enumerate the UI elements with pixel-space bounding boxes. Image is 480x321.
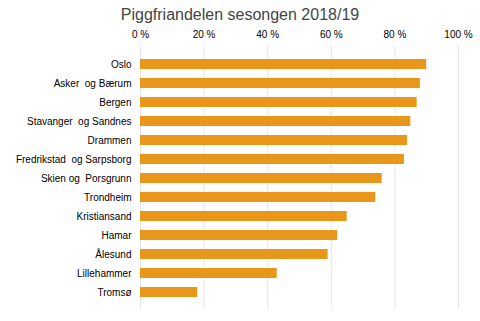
svg-text:Ålesund: Ålesund (95, 248, 131, 260)
svg-text:20 %: 20 % (193, 29, 216, 40)
svg-text:80 %: 80 % (384, 29, 407, 40)
svg-text:Lillehammer: Lillehammer (77, 268, 132, 279)
svg-text:Fredrikstad og Sarpsborg: Fredrikstad og Sarpsborg (16, 154, 132, 165)
svg-text:Kristiansand: Kristiansand (76, 211, 131, 222)
html-text:Piggfriandelen sesongen 2018/1: Piggfriandelen sesongen 2018/19 (120, 6, 360, 23)
svg-text:Bergen: Bergen (99, 97, 131, 108)
svg-text:Oslo: Oslo (111, 59, 132, 70)
svg-text:60 %: 60 % (320, 29, 343, 40)
svg-text:Trondheim: Trondheim (84, 192, 131, 203)
svg-text:Hamar: Hamar (101, 230, 132, 241)
svg-text:Asker og Bærum: Asker og Bærum (54, 78, 132, 89)
svg-text:Skien og Porsgrunn: Skien og Porsgrunn (41, 173, 132, 184)
svg-text:Drammen: Drammen (88, 135, 132, 146)
svg-text:0 %: 0 % (132, 29, 149, 40)
svg-text:Tromsø: Tromsø (97, 287, 131, 298)
svg-text:Stavanger og Sandnes: Stavanger og Sandnes (27, 116, 132, 127)
svg-text:40 %: 40 % (256, 29, 279, 40)
svg-text:100 %: 100 % (444, 29, 472, 40)
